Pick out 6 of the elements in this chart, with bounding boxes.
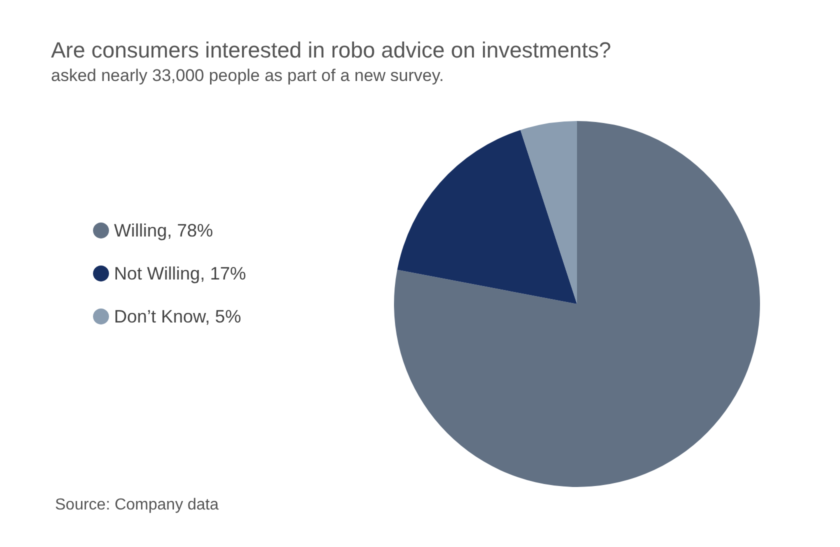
source-note: Source: Company data <box>55 496 219 514</box>
legend-label: Willing, 78% <box>114 220 214 240</box>
legend-label: Don’t Know, 5% <box>114 306 242 326</box>
chart-subtitle: asked nearly 33,000 people as part of a new survey. <box>51 66 444 85</box>
legend-label: Not Willing, 17% <box>114 264 246 284</box>
chart-title: Are consumers interested in robo advice on investments? <box>51 38 612 62</box>
